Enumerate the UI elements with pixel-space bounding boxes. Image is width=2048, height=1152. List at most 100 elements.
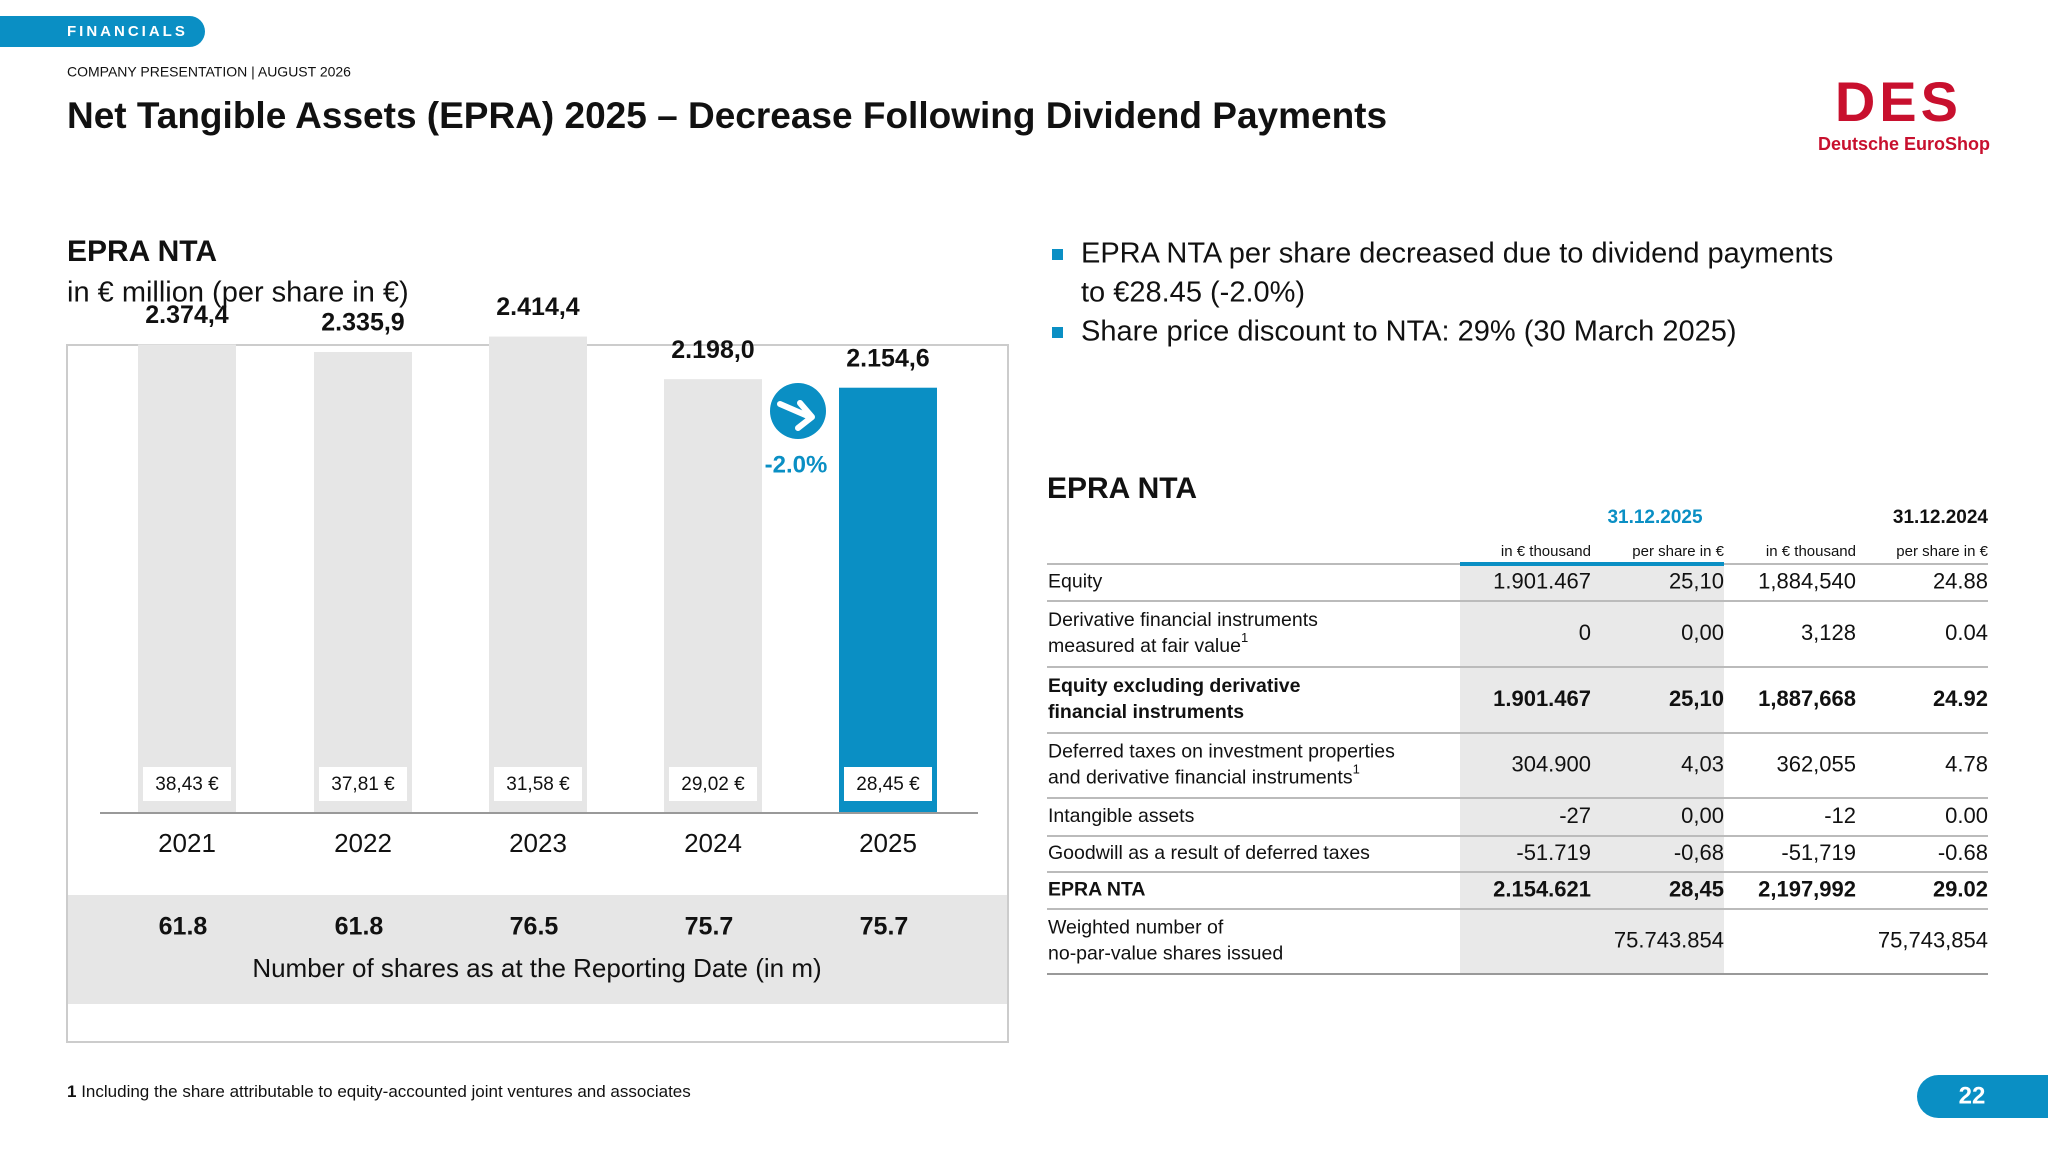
per-share-box — [494, 767, 582, 801]
row-label: financial instruments — [1048, 701, 1244, 723]
value-label: 2.335,9 — [321, 309, 404, 337]
row-label-text: Derivative financial instruments — [1048, 609, 1318, 631]
per-share-label: 29,02 € — [681, 774, 745, 795]
page-number: 22 — [1959, 1082, 1986, 1109]
chart-subtitle: in € million (per share in €) — [67, 277, 409, 309]
bar — [314, 352, 412, 812]
cell: 0 — [1579, 620, 1591, 645]
x-tick-label: 2023 — [509, 828, 567, 858]
x-tick-label: 2024 — [684, 828, 742, 858]
cell: 25,10 — [1669, 686, 1724, 711]
cell: 1,884,540 — [1758, 568, 1856, 593]
cell: 0,00 — [1681, 803, 1724, 828]
current-column-shade — [1460, 564, 1724, 974]
cell: 362,055 — [1776, 751, 1856, 776]
per-share-label: 31,58 € — [506, 774, 570, 795]
cell: -0.68 — [1938, 840, 1988, 865]
bar — [664, 379, 762, 812]
period: 31.12.2025 — [1607, 507, 1703, 528]
title: Net Tangible Assets (EPRA) 2025 – Decrea… — [67, 95, 1387, 136]
bullet-text: to €28.45 (-2.0%) — [1081, 277, 1305, 309]
per-share-label: 38,43 € — [155, 774, 219, 795]
cell: 0,00 — [1681, 620, 1724, 645]
value-label: 2.154,6 — [846, 344, 929, 372]
bullet-square — [1052, 327, 1063, 338]
footnote-number: 1 — [67, 1082, 76, 1101]
presentation: COMPANY PRESENTATION | AUGUST 2026 — [67, 64, 351, 80]
row-label-text: no-par-value shares issued — [1048, 943, 1283, 965]
page-pill — [1917, 1075, 2048, 1118]
x-tick-label: 2025 — [859, 828, 917, 858]
value-label: 2.198,0 — [671, 336, 754, 364]
row-label-text: Deferred taxes on investment properties — [1048, 741, 1395, 763]
row-label: EPRA NTA — [1048, 879, 1146, 901]
row-label: no-par-value shares issued — [1048, 943, 1283, 965]
cell: 1.901.467 — [1493, 568, 1591, 593]
cell: -27 — [1559, 803, 1591, 828]
row-label: and derivative financial instruments1 — [1048, 762, 1360, 789]
per-share-label: 37,81 € — [331, 774, 395, 795]
footnote: 1 Including the share attributable to eq… — [67, 1082, 691, 1101]
cell: 24.88 — [1933, 568, 1988, 593]
cell: 25,10 — [1669, 568, 1724, 593]
row-label-text: Equity — [1048, 571, 1102, 593]
row-label-text: Equity excluding derivative — [1048, 675, 1301, 697]
per-share-box — [143, 767, 231, 801]
annotation: -2.0% — [765, 451, 828, 478]
per-share-box — [844, 767, 932, 801]
cell: 29.02 — [1933, 876, 1988, 901]
cell: 0.04 — [1945, 620, 1988, 645]
x-tick-label: 2021 — [158, 828, 216, 858]
row-label-text: Weighted number of — [1048, 917, 1224, 939]
unit-header: in € thousand — [1501, 543, 1591, 560]
footnote-mark: 1 — [1353, 762, 1360, 777]
row-label: Equity excluding derivative — [1048, 675, 1301, 697]
row-label: Deferred taxes on investment properties — [1048, 741, 1395, 763]
x-tick-label: 2022 — [334, 828, 392, 858]
chart-title: EPRA NTA — [67, 235, 217, 268]
cell: 0.00 — [1945, 803, 1988, 828]
cell: -0,68 — [1674, 840, 1724, 865]
per-share-label: 28,45 € — [856, 774, 920, 795]
cell: 28,45 — [1669, 876, 1724, 901]
logo: DES — [1835, 70, 1962, 133]
cell: 2,197,992 — [1758, 876, 1856, 901]
cell: 2.154.621 — [1493, 876, 1591, 901]
tag: FINANCIALS — [67, 23, 188, 40]
table-title: EPRA NTA — [1047, 472, 1197, 505]
cell: -12 — [1824, 803, 1856, 828]
shares-value: 76.5 — [510, 913, 559, 941]
row-label-text: and derivative financial instruments — [1048, 767, 1353, 789]
cell: 75,743,854 — [1878, 927, 1988, 952]
row-label-text: EPRA NTA — [1048, 879, 1146, 901]
shares-value: 61.8 — [159, 913, 208, 941]
row-label: Weighted number of — [1048, 917, 1224, 939]
cell: -51.719 — [1516, 840, 1591, 865]
row-label: Intangible assets — [1048, 805, 1195, 827]
bar — [138, 344, 236, 812]
row-label: Equity — [1048, 571, 1102, 593]
row-label-text: financial instruments — [1048, 701, 1244, 723]
row-label: Goodwill as a result of deferred taxes — [1048, 842, 1370, 864]
tag-pill — [0, 16, 205, 47]
period: 31.12.2024 — [1893, 507, 1989, 528]
shares-caption: Number of shares as at the Reporting Dat… — [252, 953, 821, 983]
bar — [489, 336, 587, 812]
bar — [839, 387, 937, 812]
cell: 304.900 — [1511, 751, 1591, 776]
footnote-mark: 1 — [1241, 630, 1248, 645]
company: Deutsche EuroShop — [1818, 134, 1990, 154]
cell: 1,887,668 — [1758, 686, 1856, 711]
footnote-text: Including the share attributable to equi… — [81, 1082, 691, 1101]
shares-value: 75.7 — [860, 913, 909, 941]
cell: 3,128 — [1801, 620, 1856, 645]
shares-band — [68, 895, 1007, 1004]
row-label: measured at fair value1 — [1048, 630, 1248, 657]
value-label: 2.374,4 — [145, 301, 229, 329]
value-label: 2.414,4 — [496, 293, 580, 321]
per-share-box — [319, 767, 407, 801]
cell: 75.743.854 — [1614, 927, 1724, 952]
shares-value: 61.8 — [335, 913, 384, 941]
per-share-box — [669, 767, 757, 801]
